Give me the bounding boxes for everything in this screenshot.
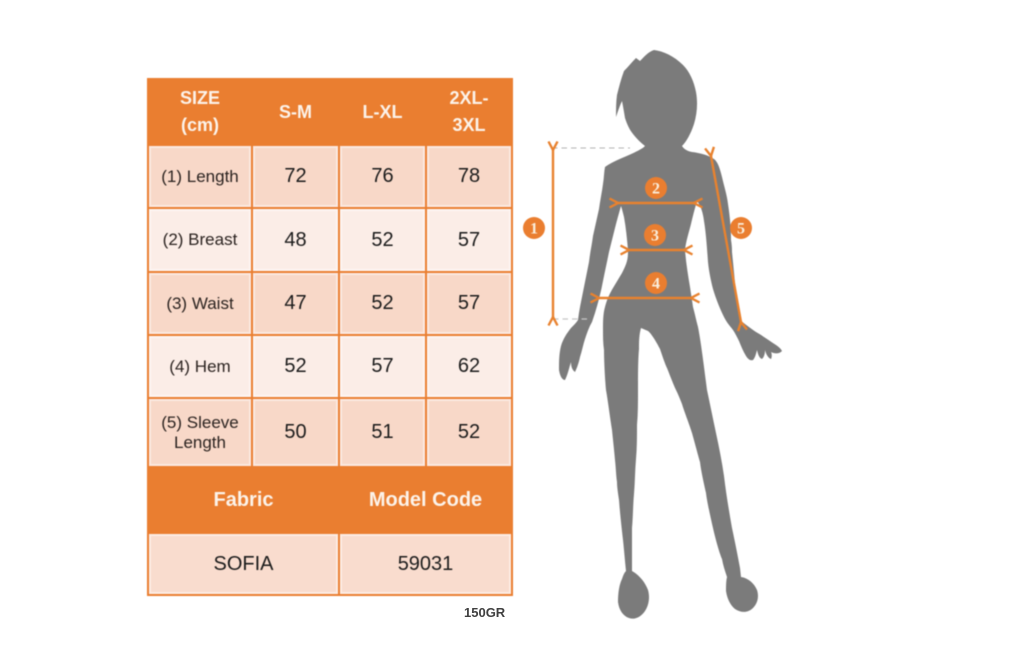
svg-text:1: 1 (530, 221, 538, 238)
svg-text:3: 3 (651, 228, 659, 245)
svg-text:2: 2 (652, 181, 660, 198)
svg-text:5: 5 (737, 221, 745, 238)
svg-text:4: 4 (652, 276, 660, 293)
